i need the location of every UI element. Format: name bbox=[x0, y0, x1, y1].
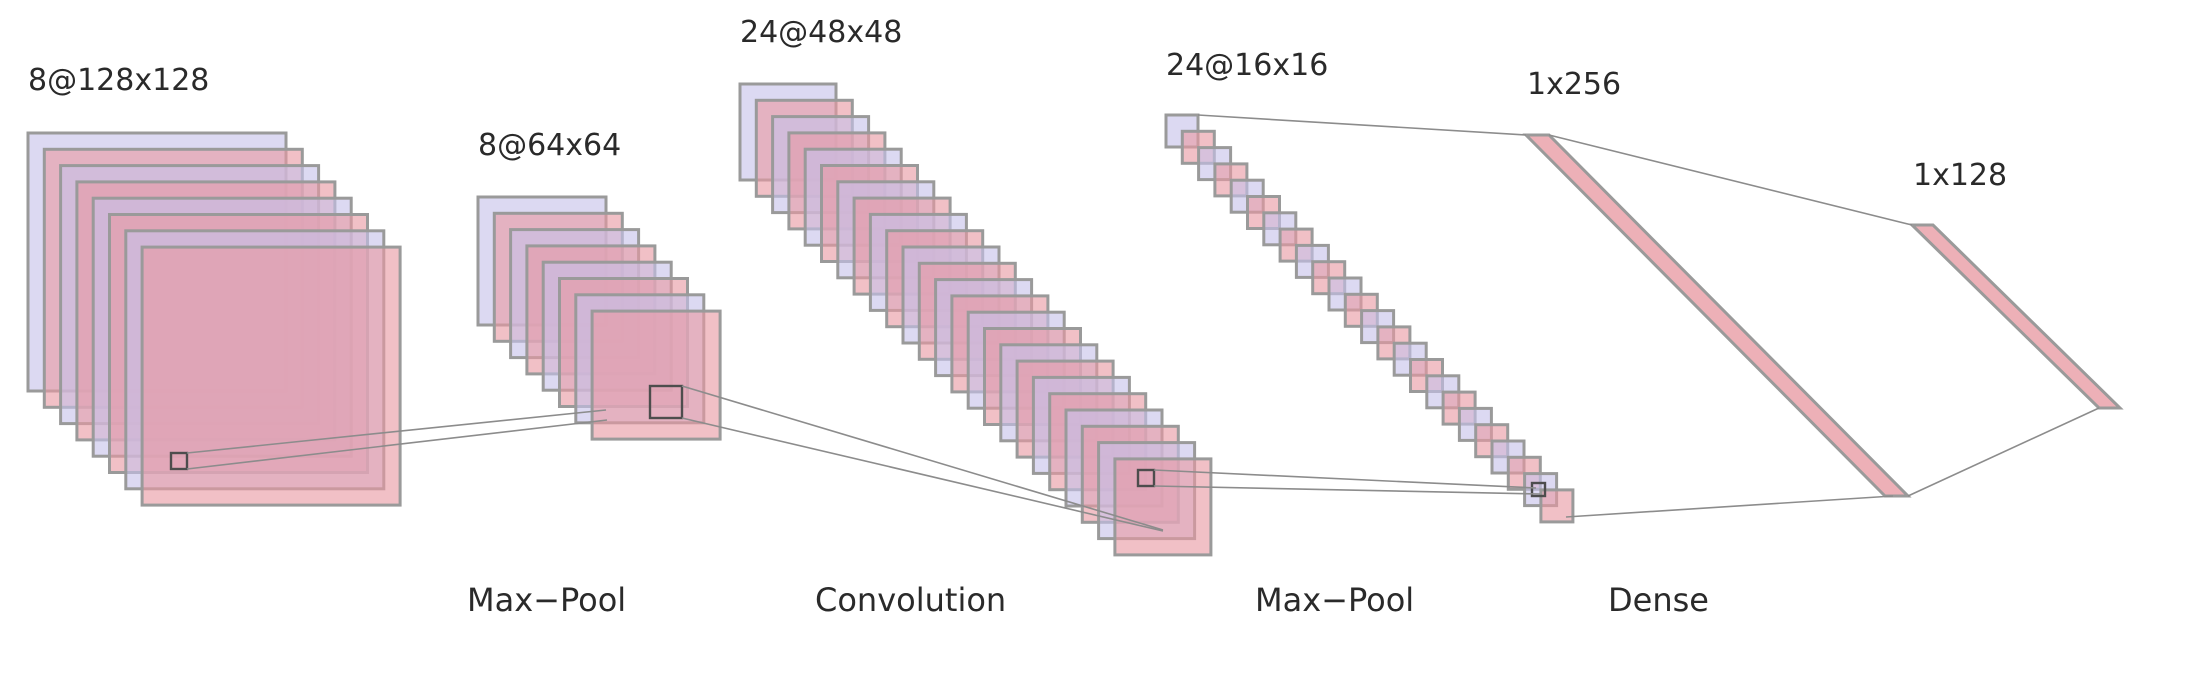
kernel-pool1 bbox=[648, 384, 684, 420]
layer-label-pool1: 8@64x64 bbox=[478, 128, 622, 163]
op-label-dense: Dense bbox=[1608, 581, 1709, 619]
layer-label-pool2: 24@16x16 bbox=[1166, 48, 1329, 83]
dense-layers bbox=[1522, 133, 2124, 498]
connector-input-pool1-b bbox=[186, 419, 608, 470]
kernel-input bbox=[169, 451, 189, 471]
connector-conv-pool2-a bbox=[1153, 469, 1537, 489]
feature-map-stacks bbox=[26, 82, 1575, 557]
layer-label-dense1: 1x256 bbox=[1527, 67, 1622, 102]
op-label-convolution: Convolution bbox=[815, 581, 1007, 619]
dense-layer-dense2 bbox=[1908, 223, 2124, 410]
connector-pool1-conv-b bbox=[681, 417, 1164, 532]
feature-map-stack-pool1 bbox=[476, 195, 722, 441]
feature-map-conv-24 bbox=[1113, 457, 1213, 557]
connector-dense1-dense2-bottom bbox=[1907, 407, 2100, 497]
connector-dense1-dense2-top bbox=[1548, 134, 1913, 226]
kernel-conv bbox=[1136, 468, 1156, 488]
op-label-max-pool-1: Max−Pool bbox=[467, 581, 627, 619]
feature-map-stack-conv bbox=[738, 82, 1213, 557]
op-label-max-pool-2: Max−Pool bbox=[1255, 581, 1415, 619]
connector-pool1-conv-a bbox=[681, 385, 1164, 531]
kernel-pool2 bbox=[1530, 481, 1547, 498]
feature-map-input-8 bbox=[140, 245, 402, 507]
feature-map-pool1-8 bbox=[590, 309, 722, 441]
feature-map-stack-input bbox=[26, 131, 402, 507]
connector-conv-pool2-b bbox=[1153, 485, 1541, 495]
layer-label-conv: 24@48x48 bbox=[740, 15, 903, 50]
layer-label-dense2: 1x128 bbox=[1913, 158, 2008, 193]
connector-lines bbox=[169, 114, 2100, 532]
dense-layer-dense1 bbox=[1522, 133, 1912, 498]
feature-map-stack-pool2 bbox=[1164, 113, 1575, 524]
connector-input-pool1-a bbox=[186, 409, 607, 454]
connector-pool2-dense1-bottom bbox=[1565, 495, 1894, 518]
layer-label-input: 8@128x128 bbox=[28, 63, 210, 98]
connector-pool2-dense1-top bbox=[1197, 114, 1527, 136]
